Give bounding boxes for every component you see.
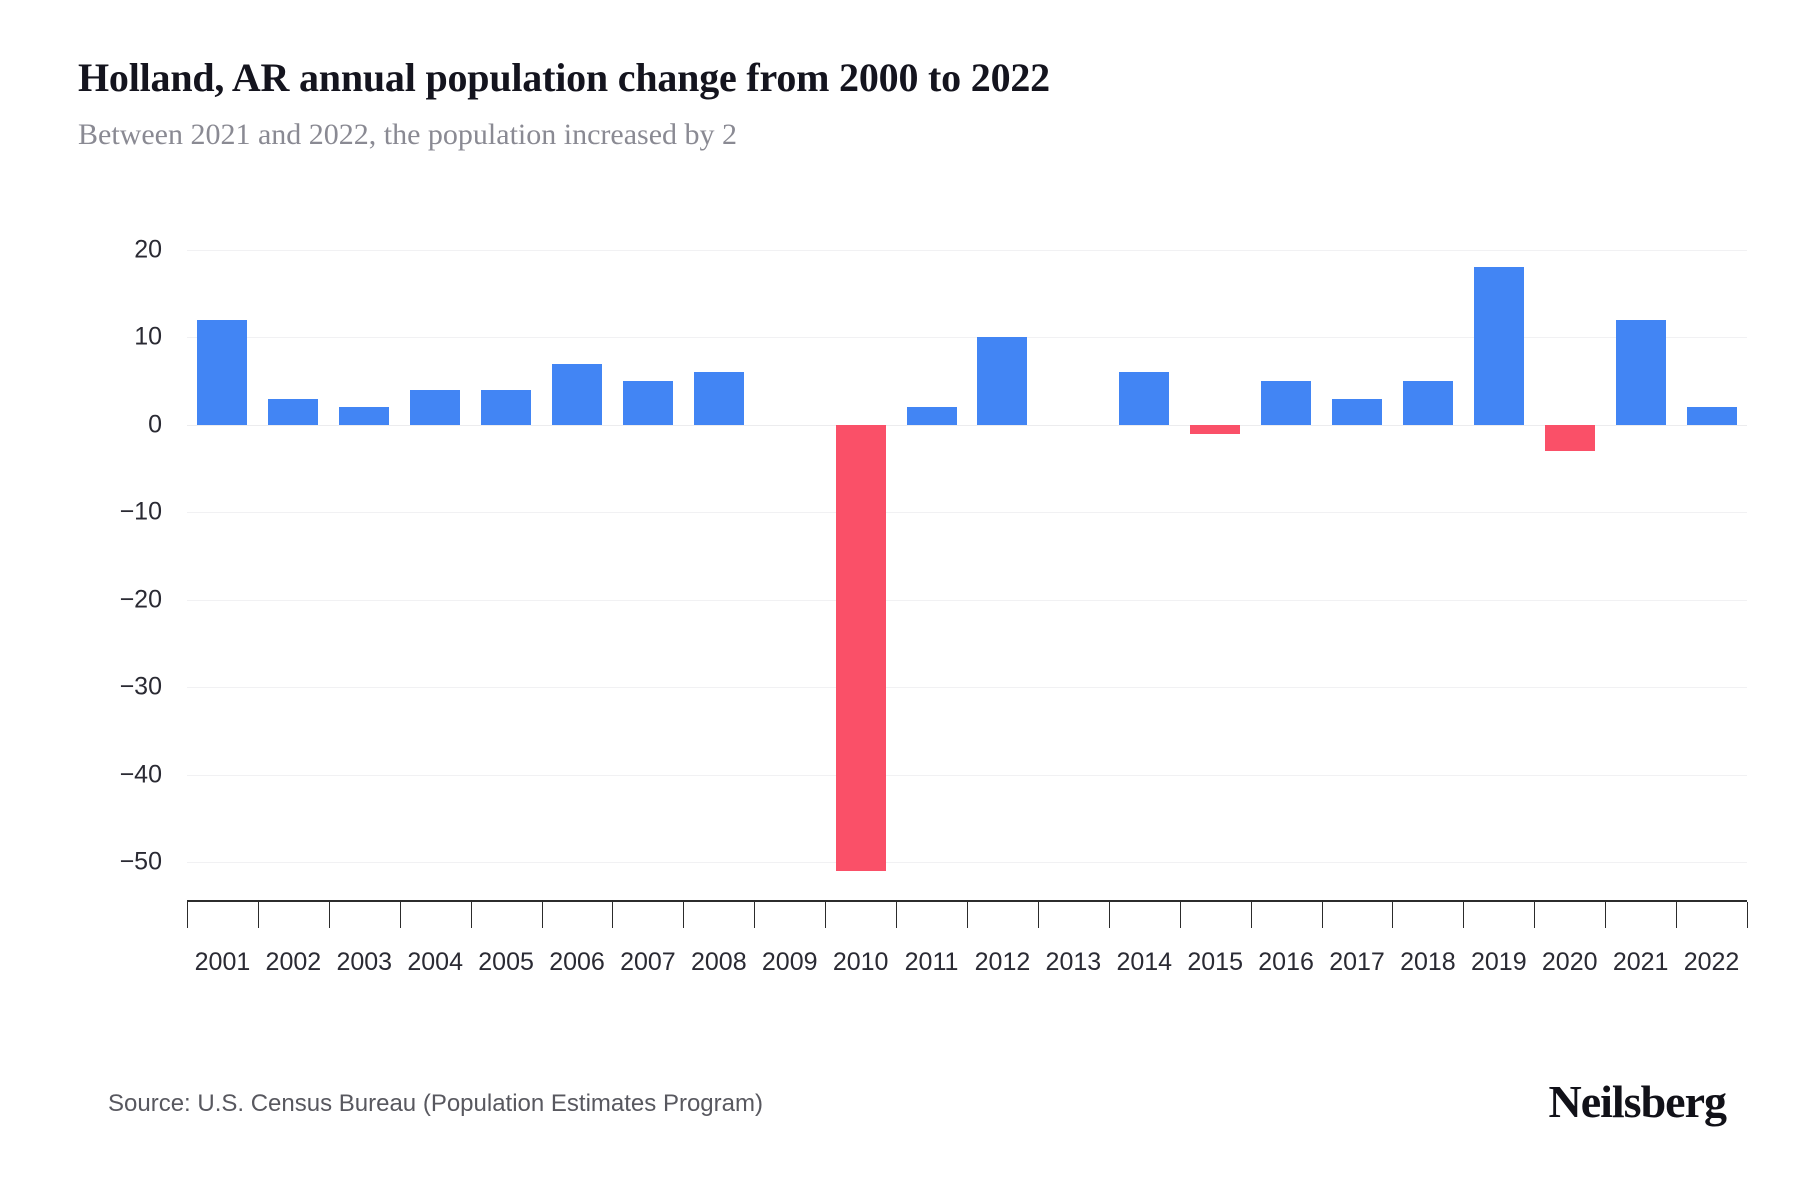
gridline <box>187 250 1747 251</box>
x-axis-tick-label: 2012 <box>974 948 1031 976</box>
bar-2022[interactable] <box>1686 407 1737 425</box>
x-axis-tick-label: 2003 <box>336 948 393 976</box>
x-axis-tick-label: 2009 <box>761 948 818 976</box>
chart-header: Holland, AR annual population change fro… <box>78 54 1718 154</box>
brand-logo: Neilsberg <box>1548 1076 1727 1127</box>
x-axis-tick <box>541 902 543 928</box>
x-axis-tick <box>1605 902 1607 928</box>
x-axis-tick <box>1108 902 1110 928</box>
x-axis-tick <box>1179 902 1181 928</box>
x-axis-tick-label: 2001 <box>194 948 251 976</box>
bar-2003[interactable] <box>339 407 390 425</box>
x-axis-tick <box>1250 902 1252 928</box>
gridline <box>187 512 1747 514</box>
zero-gridline <box>187 424 1747 426</box>
x-axis-tick <box>470 902 472 928</box>
x-axis-tick <box>1037 902 1039 928</box>
x-axis-tick-label: 2013 <box>1045 948 1102 976</box>
bar-2002[interactable] <box>268 398 319 425</box>
bar-2018[interactable] <box>1402 381 1453 425</box>
bars-layer <box>187 250 1747 871</box>
y-axis-tick-label: 10 <box>134 322 162 351</box>
bar-2014[interactable] <box>1119 372 1170 425</box>
gridline <box>187 687 1747 689</box>
y-axis-tick-label: −30 <box>119 672 162 701</box>
x-axis-tick <box>1392 902 1394 928</box>
bar-2004[interactable] <box>410 389 461 425</box>
x-axis-tick-label: 2005 <box>478 948 534 976</box>
x-axis-tick-label: 2019 <box>1471 948 1527 976</box>
x-axis-tick <box>825 902 827 928</box>
y-axis-tick-label: −10 <box>119 497 162 526</box>
x-axis-tick <box>896 902 898 928</box>
bar-2016[interactable] <box>1261 381 1312 425</box>
bar-2017[interactable] <box>1332 398 1382 425</box>
x-axis-tick <box>967 902 968 928</box>
x-axis-tick-label: 2016 <box>1258 948 1314 976</box>
x-axis-tick <box>399 902 401 928</box>
x-axis-tick <box>1321 902 1323 928</box>
x-axis-line <box>187 900 1747 902</box>
x-axis-tick <box>1463 902 1465 928</box>
x-axis-tick <box>612 902 614 928</box>
gridline <box>187 337 1747 339</box>
y-axis-tick-label: −20 <box>119 585 162 614</box>
bar-2015[interactable] <box>1190 424 1241 434</box>
y-axis-tick-label: 20 <box>134 235 162 264</box>
gridlines-layer <box>187 250 1747 863</box>
x-axis-tick-label: 2007 <box>620 948 676 976</box>
bar-2006[interactable] <box>552 363 602 425</box>
gridline <box>187 862 1747 863</box>
bar-2001[interactable] <box>197 319 248 425</box>
source-note: Source: U.S. Census Bureau (Population E… <box>108 1090 763 1117</box>
x-axis-tick <box>754 902 756 928</box>
x-axis-tick-label: 2004 <box>407 948 463 976</box>
y-axis-tick-label: 0 <box>148 410 162 439</box>
bar-2010[interactable] <box>835 424 886 871</box>
x-axis-tick-label: 2002 <box>265 948 322 976</box>
x-axis-tick-label: 2010 <box>832 948 889 976</box>
gridline <box>187 774 1747 776</box>
x-axis-tick-label: 2011 <box>904 948 959 976</box>
gridline <box>187 599 1747 601</box>
x-axis-tick <box>683 902 685 928</box>
x-axis-tick-label: 2006 <box>549 948 605 976</box>
x-axis-tick-label: 2014 <box>1116 948 1173 976</box>
x-axis-tick-label: 2017 <box>1329 948 1385 976</box>
x-axis-tick-label: 2015 <box>1187 948 1243 976</box>
bar-2007[interactable] <box>622 381 673 425</box>
x-axis-tick-label: 2020 <box>1541 948 1598 976</box>
x-axis-tick <box>1534 902 1536 928</box>
bar-2020[interactable] <box>1544 424 1595 452</box>
chart-subtitle: Between 2021 and 2022, the population in… <box>78 118 738 151</box>
x-axis-tick <box>1747 902 1748 928</box>
page-title: Holland, AR annual population change fro… <box>78 55 1050 100</box>
bar-2005[interactable] <box>481 389 532 425</box>
x-axis-tick <box>187 902 188 928</box>
y-axis-tick-label: −50 <box>119 847 162 876</box>
bar-2021[interactable] <box>1615 319 1666 425</box>
x-axis-tick <box>1676 902 1678 928</box>
x-axis-tick-label: 2021 <box>1612 948 1669 976</box>
bar-2011[interactable] <box>906 407 957 425</box>
y-axis-tick-label: −40 <box>119 760 162 789</box>
bar-2012[interactable] <box>977 337 1028 425</box>
x-axis-tick <box>257 902 259 928</box>
x-axis-tick-label: 2018 <box>1400 948 1456 976</box>
bar-2008[interactable] <box>693 372 744 425</box>
x-axis-tick <box>328 902 330 928</box>
x-axis-tick-label: 2008 <box>691 948 747 976</box>
x-axis-tick-label: 2022 <box>1683 948 1740 976</box>
bar-2019[interactable] <box>1473 267 1524 425</box>
